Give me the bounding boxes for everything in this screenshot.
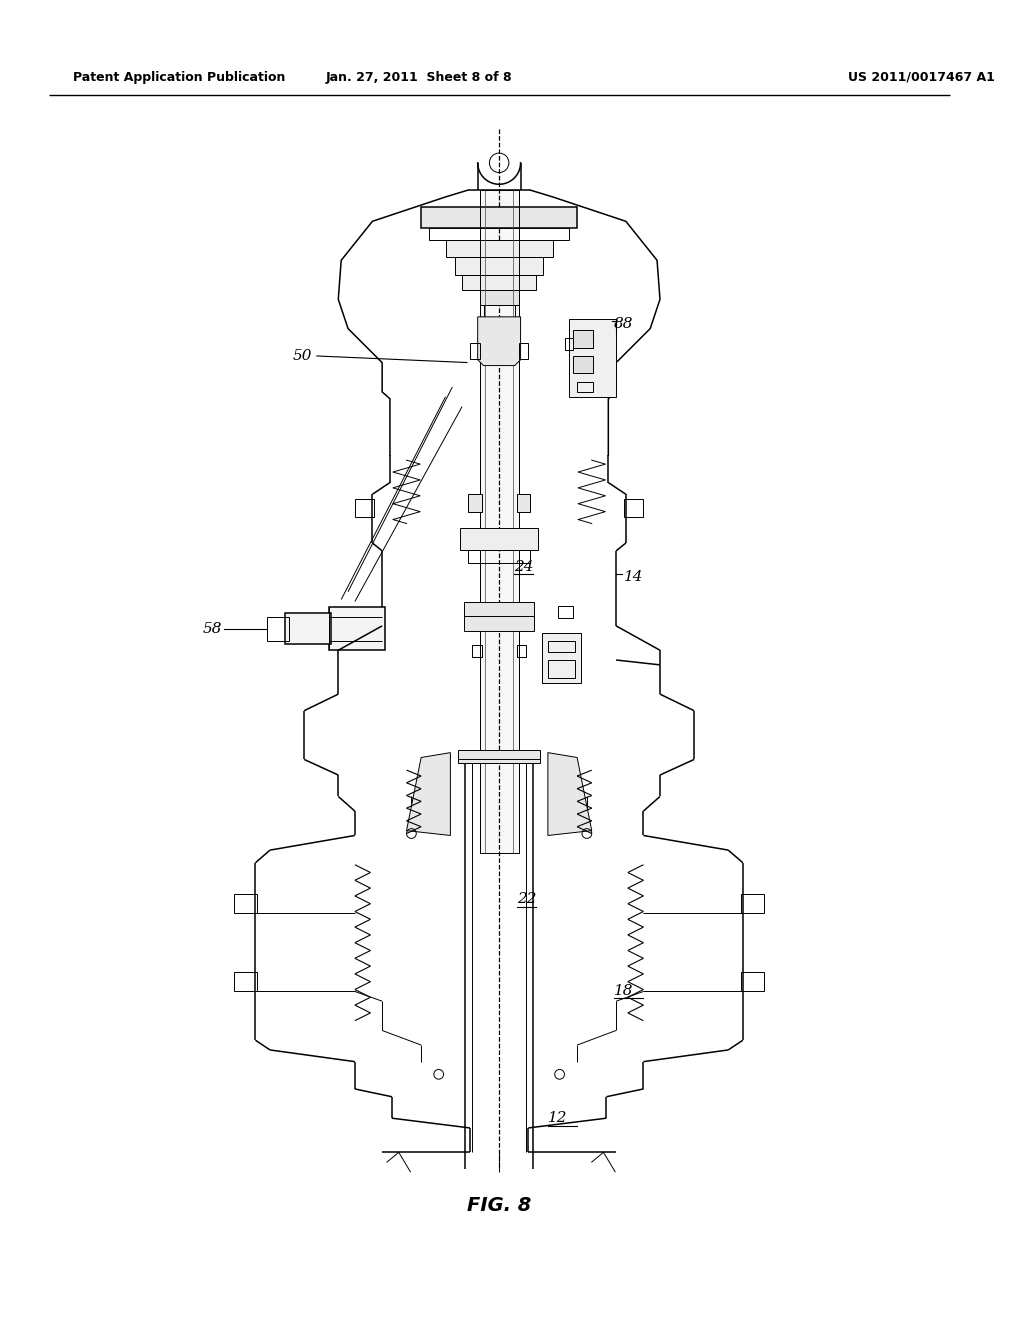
Bar bbox=[517, 645, 526, 657]
Text: 88: 88 bbox=[614, 317, 634, 331]
Bar bbox=[569, 319, 616, 397]
Bar bbox=[458, 750, 540, 763]
Bar bbox=[468, 550, 530, 564]
Bar bbox=[542, 632, 581, 684]
Bar bbox=[445, 240, 553, 257]
Text: Jan. 27, 2011  Sheet 8 of 8: Jan. 27, 2011 Sheet 8 of 8 bbox=[326, 70, 512, 83]
Polygon shape bbox=[407, 752, 451, 836]
Bar bbox=[565, 338, 573, 350]
Bar bbox=[573, 330, 593, 348]
Polygon shape bbox=[548, 752, 592, 836]
Bar bbox=[460, 528, 539, 550]
Bar bbox=[285, 614, 332, 644]
Bar bbox=[624, 499, 643, 516]
Bar bbox=[468, 494, 481, 512]
Text: 22: 22 bbox=[517, 892, 537, 906]
Bar bbox=[501, 329, 509, 337]
Text: US 2011/0017467 A1: US 2011/0017467 A1 bbox=[848, 70, 995, 83]
Bar bbox=[517, 494, 530, 512]
Polygon shape bbox=[477, 317, 520, 366]
Text: 58: 58 bbox=[203, 622, 222, 636]
Bar bbox=[429, 228, 569, 240]
Text: FIG. 8: FIG. 8 bbox=[467, 1196, 531, 1216]
Bar bbox=[518, 343, 528, 359]
Bar bbox=[464, 602, 535, 631]
Text: 18: 18 bbox=[614, 985, 634, 998]
Bar bbox=[558, 606, 573, 618]
Bar bbox=[483, 305, 515, 317]
Text: 12: 12 bbox=[548, 1111, 567, 1125]
Bar bbox=[233, 894, 257, 913]
Bar bbox=[233, 972, 257, 991]
Bar bbox=[355, 499, 375, 516]
Bar bbox=[573, 356, 593, 374]
Text: Patent Application Publication: Patent Application Publication bbox=[73, 70, 286, 83]
Bar bbox=[578, 383, 593, 392]
Bar bbox=[741, 894, 764, 913]
Bar bbox=[479, 190, 518, 853]
Bar bbox=[548, 660, 575, 677]
Bar bbox=[421, 207, 578, 228]
Bar bbox=[462, 275, 537, 289]
Bar bbox=[741, 972, 764, 991]
Bar bbox=[548, 640, 575, 652]
Text: 14: 14 bbox=[624, 570, 643, 585]
Bar bbox=[472, 645, 481, 657]
Bar bbox=[489, 329, 498, 337]
Bar bbox=[470, 343, 479, 359]
Bar bbox=[479, 289, 518, 305]
Bar bbox=[267, 618, 289, 640]
Text: 24: 24 bbox=[514, 561, 534, 574]
Text: 50: 50 bbox=[293, 348, 312, 363]
Bar bbox=[329, 607, 385, 651]
Bar bbox=[456, 257, 543, 275]
